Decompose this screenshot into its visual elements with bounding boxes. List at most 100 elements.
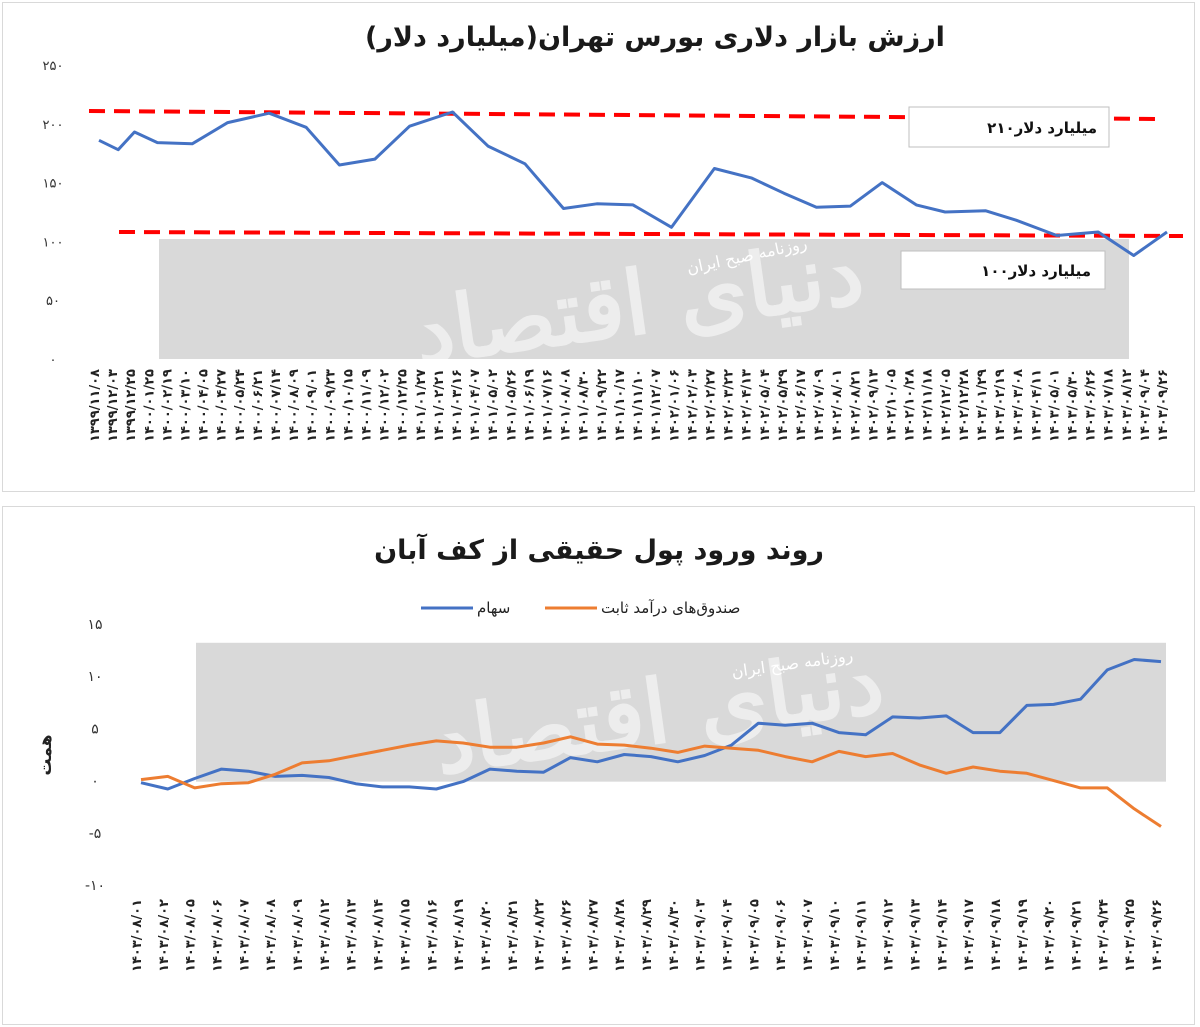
x-tick-label: ۱۴۰۰/۱۱/۰۹ xyxy=(360,369,375,442)
x-tick-label: ۱۴۰۲/۰۸/۰۱ xyxy=(830,369,845,442)
x-tick-label: ۱۴۰۳/۰۷/۱۸ xyxy=(1102,369,1117,442)
x-tick-label: ۱۴۰۱/۰۷/۱۶ xyxy=(541,369,556,442)
y-tick-label: ۲۵۰ xyxy=(43,59,64,74)
x-tick-label: ۱۴۰۳/۰۸/۰۲ xyxy=(157,899,172,972)
x-tick-label: ۱۴۰۳/۰۸/۰۱ xyxy=(130,899,145,972)
x-tick-label: ۱۴۰۳/۰۹/۱۴ xyxy=(935,899,950,972)
y-tick-label: ۲۰۰ xyxy=(43,118,64,133)
x-tick-label: ۱۴۰۲/۱۰/۰۵ xyxy=(884,369,899,442)
x-tick-label: ۱۴۰۳/۰۸/۲۷ xyxy=(586,899,601,972)
x-tick-label: ۱۴۰۱/۱۱/۱۰ xyxy=(631,369,646,442)
x-tick-label: ۱۴۰۳/۰۹/۱۳ xyxy=(908,899,923,972)
x-tick-label: ۱۴۰۲/۱۰/۲۸ xyxy=(903,369,918,442)
x-tick-label: ۱۴۰۳/۰۸/۳۰ xyxy=(667,899,682,972)
x-tick-label: ۱۴۰۱/۱۲/۰۷ xyxy=(649,369,664,442)
x-tick-label: ۱۴۰۳/۰۹/۲۵ xyxy=(1123,899,1138,972)
x-tick-label: ۱۴۰۲/۱۲/۰۵ xyxy=(939,369,954,442)
x-tick-label: ۱۴۰۳/۰۹/۰۴ xyxy=(1138,369,1153,442)
x-tick-label: ۱۴۰۰/۰۲/۱۹ xyxy=(160,369,175,442)
x-tick-label: ۱۴۰۱/۰۶/۱۹ xyxy=(522,369,537,442)
x-tick-label: ۱۴۰۳/۰۹/۱۰ xyxy=(828,899,843,972)
watermark-band xyxy=(196,642,1166,782)
x-tick-label: ۱۴۰۱/۰۸/۳۰ xyxy=(577,369,592,442)
reference-line-100 xyxy=(118,230,1184,238)
y-tick-label: ۰ xyxy=(91,774,99,790)
x-tick-label: ۱۴۰۲/۰۲/۲۷ xyxy=(703,369,718,442)
x-tick-label: ۱۴۰۳/۰۹/۰۳ xyxy=(694,899,709,972)
x-tick-label: ۱۴۰۳/۰۸/۲۰ xyxy=(479,899,494,972)
x-tick-label: ۱۴۰۳/۰۸/۲۹ xyxy=(640,899,655,972)
x-tick-label: ۱۴۰۰/۱۲/۲۵ xyxy=(396,369,411,442)
x-tick-label: ۱۴۰۳/۰۸/۲۱ xyxy=(506,899,521,972)
x-tick-label: ۱۴۰۰/۰۹/۲۳ xyxy=(323,369,338,442)
x-tick-label: ۱۴۰۳/۰۹/۰۷ xyxy=(801,899,816,972)
y-axis-label: همت xyxy=(36,734,56,775)
x-tick-label: ۱۴۰۳/۰۸/۲۸ xyxy=(613,899,628,972)
y-tick-label: ۱۰ xyxy=(87,669,102,685)
x-tick-label: ۱۴۰۰/۰۹/۰۱ xyxy=(305,369,320,442)
x-tick-label: ۱۴۰۲/۰۷/۰۹ xyxy=(812,369,827,442)
x-tick-label: ۱۳۹۹/۱۲/۲۵ xyxy=(124,369,139,442)
x-tick-label: ۱۴۰۲/۰۶/۱۷ xyxy=(794,369,809,442)
x-tick-label: ۱۴۰۳/۰۱/۲۹ xyxy=(975,369,990,442)
legend-label-stocks: سهام xyxy=(477,599,510,617)
x-tick-label: ۱۴۰۱/۰۵/۲۶ xyxy=(504,369,519,442)
x-tick-label: ۱۴۰۲/۰۱/۰۶ xyxy=(667,369,682,442)
x-tick-label: ۱۴۰۳/۰۸/۲۶ xyxy=(559,899,574,972)
legend-label-fixed-income: صندوق‌های درآمد ثابت xyxy=(601,599,740,617)
y-tick-label: ۱۵۰ xyxy=(43,177,64,192)
x-tick-label: ۱۴۰۳/۰۹/۱۱ xyxy=(855,899,870,972)
x-tick-label: ۱۴۰۳/۰۸/۰۶ xyxy=(211,899,226,972)
x-tick-label: ۱۴۰۰/۰۱/۲۵ xyxy=(142,369,157,442)
x-tick-label: ۱۴۰۳/۰۸/۱۴ xyxy=(372,899,387,972)
x-tick-label: ۱۴۰۲/۰۹/۱۳ xyxy=(866,369,881,442)
x-tick-label: ۱۴۰۳/۰۹/۲۶ xyxy=(1150,899,1165,972)
x-tick-label: ۱۴۰۲/۰۲/۰۳ xyxy=(685,369,700,442)
x-tick-label: ۱۴۰۳/۰۸/۰۹ xyxy=(291,899,306,972)
x-tick-label: ۱۴۰۳/۰۸/۱۶ xyxy=(425,899,440,972)
x-tick-label: ۱۴۰۳/۰۹/۲۶ xyxy=(1156,369,1171,442)
x-tick-label: ۱۴۰۳/۰۸/۲۲ xyxy=(533,899,548,972)
x-tick-label: ۱۴۰۰/۰۴/۲۷ xyxy=(215,369,230,442)
x-tick-label: ۱۴۰۰/۱۰/۱۵ xyxy=(341,369,356,442)
x-tick-label: ۱۴۰۲/۰۸/۲۱ xyxy=(848,369,863,442)
x-tick-label: ۱۴۰۲/۱۲/۲۸ xyxy=(957,369,972,442)
x-tick-label: ۱۴۰۳/۰۳/۰۸ xyxy=(1011,369,1026,442)
x-tick-label: ۱۴۰۳/۰۸/۱۲ xyxy=(318,899,333,972)
x-tick-label: ۱۴۰۱/۱۰/۱۷ xyxy=(613,369,628,442)
x-tick-label: ۱۴۰۳/۰۹/۲۰ xyxy=(1043,899,1058,972)
x-tick-label: ۱۴۰۳/۰۹/۱۸ xyxy=(989,899,1004,972)
x-tick-label: ۱۴۰۳/۰۹/۲۱ xyxy=(1069,899,1084,972)
y-tick-label: ۱۵ xyxy=(87,617,102,633)
x-tick-label: ۱۴۰۲/۰۵/۰۴ xyxy=(758,369,773,442)
x-tick-label: ۱۴۰۰/۰۵/۲۴ xyxy=(233,369,248,442)
x-tick-label: ۱۴۰۳/۰۸/۰۷ xyxy=(237,899,252,972)
x-tick-label: ۱۴۰۳/۰۹/۲۴ xyxy=(1096,899,1111,972)
chart-title: ارزش بازار دلاری بورس تهران(میلیارد دلار… xyxy=(365,22,945,53)
x-tick-label: ۱۳۹۹/۱۲/۰۳ xyxy=(106,369,121,442)
annotation-box-100 xyxy=(900,250,1106,290)
x-tick-label: ۱۴۰۳/۰۸/۱۳ xyxy=(345,899,360,972)
x-tick-label: ۱۴۰۳/۰۹/۱۹ xyxy=(1016,899,1031,972)
x-tick-label: ۱۴۰۱/۰۳/۱۶ xyxy=(450,369,465,442)
x-tick-label: ۱۴۰۱/۰۵/۰۲ xyxy=(486,369,501,442)
x-tick-label: ۱۴۰۳/۰۸/۱۵ xyxy=(398,899,413,972)
y-tick-label: ۱۰۰ xyxy=(43,235,64,250)
y-tick-label: ۵ xyxy=(91,721,99,737)
series-line-stocks xyxy=(140,658,1162,791)
x-tick-label: ۱۴۰۳/۰۴/۱۱ xyxy=(1029,369,1044,442)
x-tick-label: ۱۴۰۱/۰۸/۰۸ xyxy=(559,369,574,442)
x-tick-label: ۱۴۰۳/۰۸/۱۲ xyxy=(1120,369,1135,442)
x-tick-label: ۱۴۰۱/۰۹/۲۲ xyxy=(595,369,610,442)
x-tick-label: ۱۴۰۲/۰۳/۲۲ xyxy=(722,369,737,442)
x-tick-label: ۱۴۰۳/۰۹/۰۴ xyxy=(721,899,736,972)
y-tick-label: -۵ xyxy=(89,826,102,842)
x-tick-label: ۱۴۰۰/۰۷/۱۴ xyxy=(269,369,284,442)
y-tick-label: -۱۰ xyxy=(85,878,105,894)
market-value-chart-panel: روزنامه صبح ایران دنیای اقتصاد ارزش بازار … xyxy=(2,2,1195,492)
x-tick-label: ۱۴۰۰/۰۶/۲۱ xyxy=(251,369,266,442)
x-tick-label: ۱۳۹۹/۱۱/۰۸ xyxy=(88,369,103,442)
x-tick-label: ۱۴۰۳/۰۸/۰۵ xyxy=(184,899,199,972)
